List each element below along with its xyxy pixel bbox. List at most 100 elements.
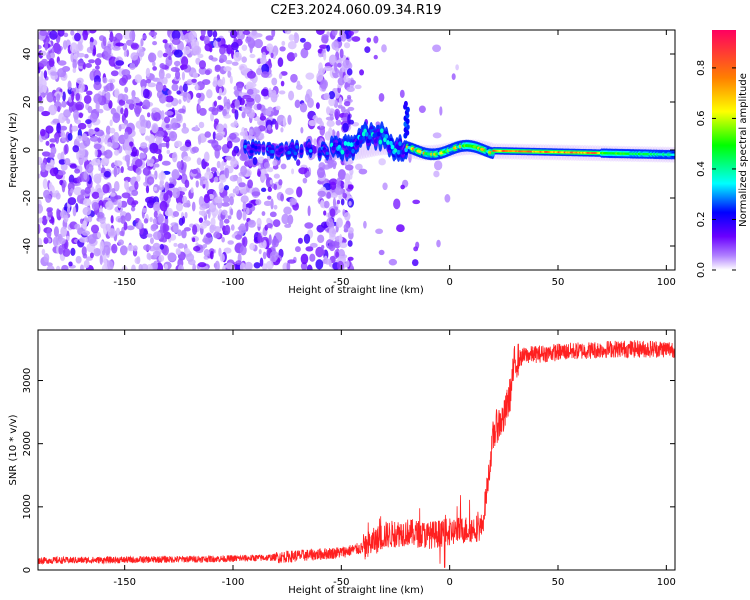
noise-blob [102,183,110,194]
noise-blob [61,100,67,108]
y-tick-label: 1000 [22,494,33,519]
noise-blob [157,50,164,58]
signal-core [393,147,398,153]
noise-blob [338,193,343,200]
noise-blob [249,43,253,54]
noise-blob [123,221,128,231]
noise-blob [221,202,230,207]
noise-blob [199,179,204,187]
noise-blob [147,52,157,63]
noise-blob [55,192,61,200]
noise-blob [203,193,211,204]
noise-blob [259,257,264,267]
noise-blob [338,234,343,245]
noise-blob [185,253,195,262]
noise-blob [219,218,224,229]
signal-core [387,145,392,151]
figure-title: C2E3.2024.060.09.34.R19 [270,3,441,18]
noise-blob [103,45,112,57]
noise-blob [227,240,234,245]
snr-frame [37,329,676,571]
noise-blob [378,249,385,256]
noise-blob [196,157,202,166]
noise-blob [337,260,344,270]
noise-blob [153,260,158,270]
noise-blob [296,186,303,198]
noise-blob [69,163,77,169]
noise-blob [99,240,104,252]
noise-blob [114,195,122,200]
noise-blob [121,94,129,102]
noise-blob [76,194,85,204]
noise-blob [141,263,149,270]
noise-blob [142,167,151,176]
noise-blob [72,145,80,153]
noise-blob [130,52,139,61]
noise-blob [59,209,68,219]
noise-blob [288,90,295,101]
noise-blob [171,122,179,131]
noise-blob [245,97,255,103]
noise-blob [123,50,127,57]
noise-blob [274,120,279,130]
noise-blob [152,66,157,71]
noise-blob [198,210,203,216]
noise-blob [108,78,116,84]
noise-blob [332,197,337,208]
noise-blob [144,135,150,141]
noise-blob [198,60,206,70]
noise-blob [55,265,61,270]
noise-blob [115,227,121,236]
y-tick-label: 20 [22,96,33,109]
noise-blob [96,187,103,194]
signal-core [367,134,372,140]
noise-blob [45,140,50,146]
noise-blob [57,67,67,78]
noise-blob [162,84,167,92]
noise-blob [173,49,183,58]
noise-blob [396,224,405,233]
noise-blob [158,254,165,262]
noise-blob [280,80,285,87]
noise-blob [120,215,126,224]
noise-blob [271,237,279,248]
noise-blob [304,222,314,229]
x-tick-label: -50 [333,577,349,588]
noise-blob [145,78,152,84]
noise-blob [342,192,348,199]
signal-core [380,128,384,134]
noise-blob [258,242,266,249]
noise-blob [61,264,69,270]
noise-blob [243,106,252,115]
signal-core [384,133,389,139]
noise-blob [307,205,311,217]
noise-blob [39,30,48,36]
noise-blob [235,260,242,265]
noise-blob [238,30,243,36]
noise-blob [413,246,419,252]
noise-blob [96,53,104,58]
signal-core [251,144,255,148]
noise-blob [158,153,163,162]
noise-blob [257,232,262,244]
noise-blob [272,159,278,167]
signal-core [290,144,295,148]
noise-blob [325,106,331,115]
noise-blob [234,89,239,98]
noise-blob [74,168,81,174]
noise-blob [174,70,181,80]
noise-blob [72,67,77,74]
noise-blob [279,46,286,52]
y-tick-label: -40 [22,238,33,254]
noise-blob [120,166,124,174]
noise-blob [77,59,85,67]
noise-blob [47,209,53,218]
noise-blob [124,154,131,163]
noise-blob [89,112,98,123]
noise-blob [270,52,274,59]
noise-blob [231,61,239,66]
signal-core [289,147,293,152]
noise-blob [43,237,49,245]
noise-blob [270,198,274,210]
noise-blob [159,179,165,186]
